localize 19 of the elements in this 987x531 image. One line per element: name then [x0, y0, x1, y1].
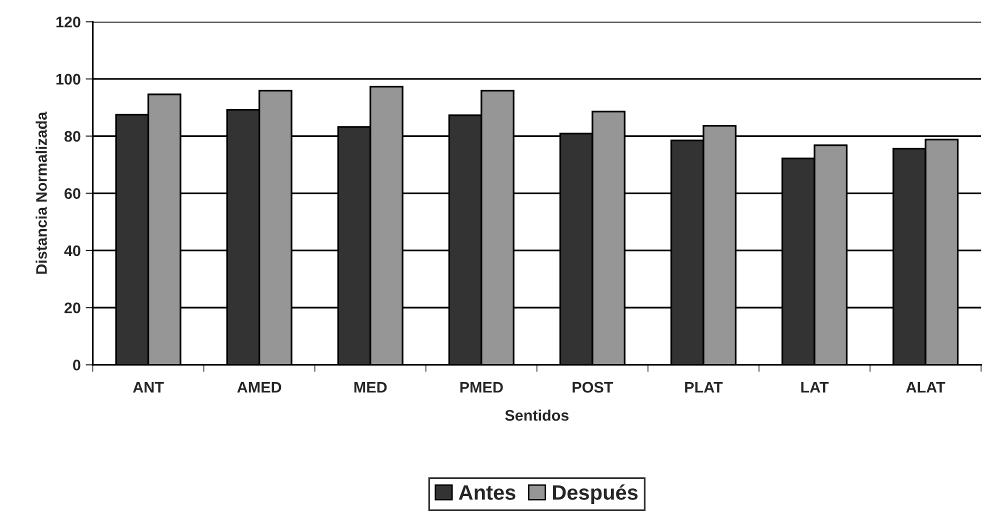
y-tick-label: 20 — [64, 302, 80, 314]
x-tick-label: POST — [572, 382, 614, 393]
y-tick-label: 100 — [56, 74, 80, 85]
y-tick-label: 0 — [73, 360, 80, 370]
y-tick-label: 80 — [64, 130, 80, 142]
y-tick-label: 60 — [64, 188, 80, 199]
x-tick-label: PLAT — [685, 382, 723, 393]
y-tick-label: 120 — [56, 16, 80, 28]
x-tick-label: ALAT — [906, 382, 946, 393]
x-tick-label: PMED — [460, 382, 503, 393]
legend-label: Después — [553, 484, 638, 504]
x-tick-label: MED — [354, 382, 387, 393]
y-tick-label: 40 — [64, 245, 80, 256]
x-tick-label: AMED — [237, 382, 282, 393]
x-axis-title: Sentidos — [505, 410, 569, 421]
legend-label: Antes — [458, 485, 516, 500]
y-axis-title: Distancia Normalizada — [36, 112, 47, 274]
x-tick-label: ANT — [132, 382, 164, 393]
x-tick-label: LAT — [801, 382, 829, 393]
